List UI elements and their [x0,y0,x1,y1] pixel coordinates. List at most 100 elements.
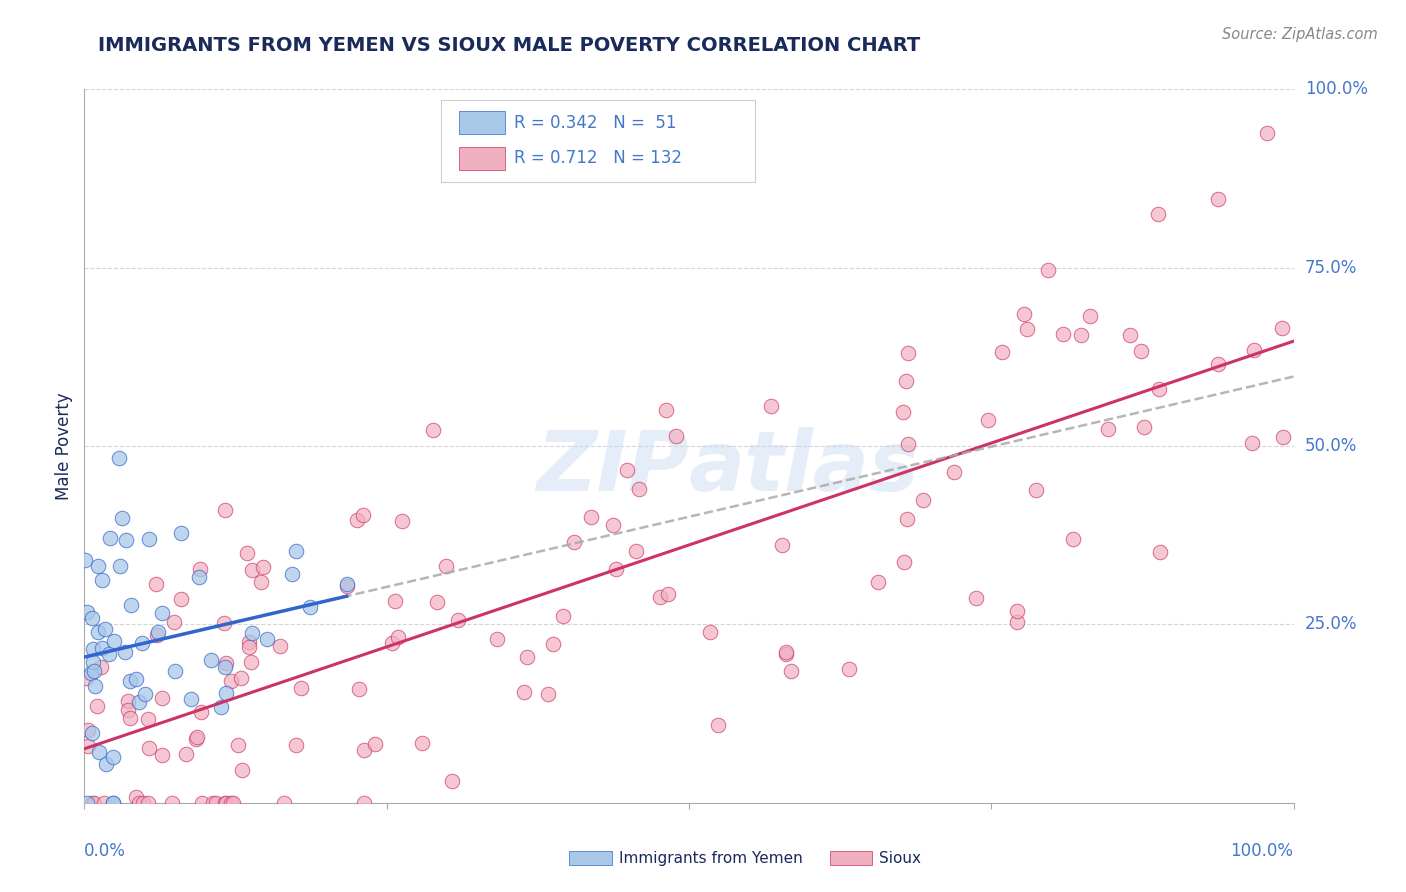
Point [83,664,105,678]
Point [188,562,211,576]
Text: R = 0.712   N = 132: R = 0.712 N = 132 [513,150,682,168]
Point [665,429,688,443]
Point [447,614,470,628]
Point [1271,430,1294,444]
Point [76,796,98,810]
Point [80,796,103,810]
Point [602,518,624,533]
Point [911,492,934,507]
Point [200,652,222,666]
Point [353,743,375,757]
Point [1062,532,1084,546]
Point [87,625,110,640]
Point [150,748,173,763]
Point [86,699,108,714]
Text: IMMIGRANTS FROM YEMEN VS SIOUX MALE POVERTY CORRELATION CHART: IMMIGRANTS FROM YEMEN VS SIOUX MALE POVE… [98,36,921,54]
Point [103,796,125,810]
Point [75,671,97,685]
Point [136,712,159,726]
Text: Sioux: Sioux [879,851,921,865]
Point [146,628,169,642]
Point [219,796,242,810]
Point [1078,310,1101,324]
Point [516,649,538,664]
Point [120,711,142,725]
Point [364,737,387,751]
Point [1070,327,1092,342]
Point [180,692,202,706]
Point [231,763,253,777]
Point [624,544,647,558]
Point [146,624,169,639]
Point [117,694,139,708]
Point [285,738,308,752]
Point [1036,263,1059,277]
Point [1147,207,1170,221]
Point [108,558,131,573]
Point [1256,127,1278,141]
Point [125,790,148,805]
Text: 0.0%: 0.0% [84,842,127,860]
Point [215,656,238,670]
Point [94,622,117,636]
Point [281,566,304,581]
Point [174,747,197,762]
Text: 100.0%: 100.0% [1230,842,1294,860]
Point [184,732,207,747]
Point [219,673,242,688]
Point [965,591,987,606]
Point [83,679,105,693]
Point [128,695,150,709]
Point [897,346,920,360]
Point [205,796,228,810]
Text: 50.0%: 50.0% [1305,437,1357,455]
Point [761,400,783,414]
Point [87,745,110,759]
Point [107,450,129,465]
Point [214,796,236,810]
Point [411,736,433,750]
Point [226,738,249,752]
Point [1271,320,1294,334]
Text: ZIP: ZIP [536,427,689,508]
Point [537,687,560,701]
Point [120,599,142,613]
Point [82,641,104,656]
Point [780,665,803,679]
Text: atlas: atlas [689,427,920,508]
Point [222,796,245,810]
Point [1119,327,1142,342]
Point [165,664,187,678]
Point [191,796,214,810]
Point [103,796,125,810]
Point [1132,419,1154,434]
Point [214,659,236,673]
Point [93,796,115,810]
Point [82,655,104,669]
Point [866,575,889,590]
FancyBboxPatch shape [460,112,505,134]
Point [770,538,793,552]
Point [131,635,153,649]
Point [579,510,602,524]
Point [87,559,110,574]
Point [891,405,914,419]
Point [434,558,457,573]
FancyBboxPatch shape [460,147,505,169]
Point [132,796,155,810]
Point [201,796,224,810]
Point [1149,382,1171,396]
Point [775,645,797,659]
Point [1243,343,1265,357]
Point [91,641,114,656]
Point [1097,422,1119,436]
Point [240,626,263,640]
Point [605,562,627,576]
Point [240,563,263,577]
Point [387,630,409,644]
Point [80,665,103,680]
Point [1206,192,1229,206]
Point [215,796,238,810]
Point [169,525,191,540]
Point [80,611,103,625]
